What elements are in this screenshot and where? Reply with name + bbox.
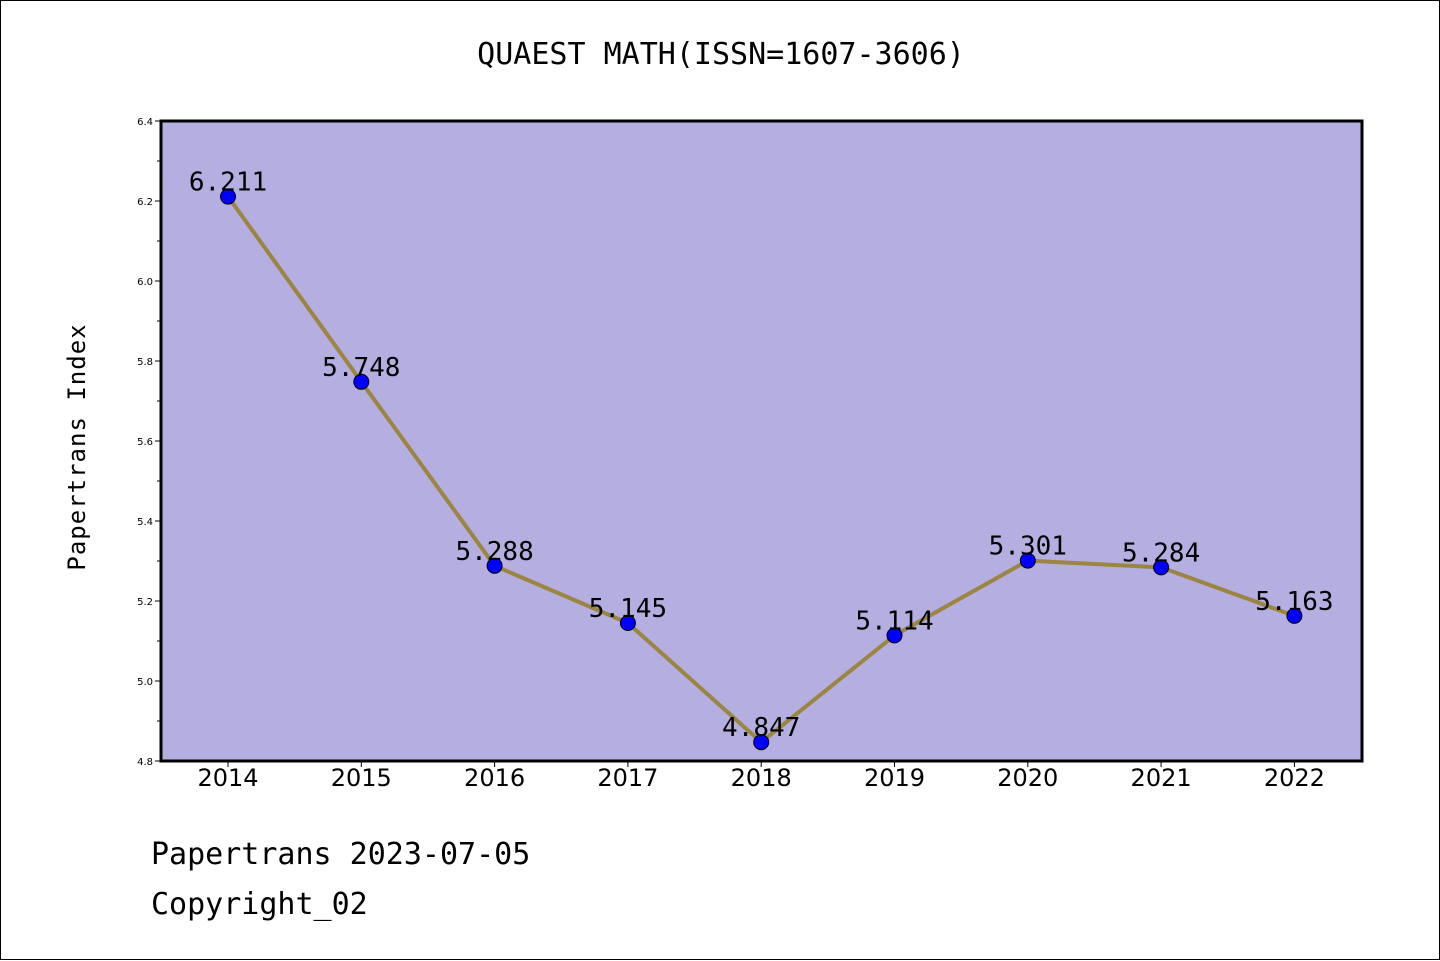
x-tick-label: 2017 — [597, 764, 658, 792]
data-label: 5.114 — [855, 606, 933, 636]
data-label: 4.847 — [722, 713, 800, 743]
x-tick-label: 2014 — [197, 764, 258, 792]
x-tick-label: 2022 — [1264, 764, 1325, 792]
chart-title: QUAEST MATH(ISSN=1607-3606) — [477, 37, 965, 72]
data-label: 6.211 — [189, 168, 267, 198]
y-tick-label: 4.8 — [137, 757, 153, 768]
x-tick-label: 2015 — [331, 764, 392, 792]
x-tick-label: 2021 — [1131, 764, 1192, 792]
plot-area — [161, 121, 1362, 761]
data-label: 5.301 — [989, 532, 1067, 562]
y-tick-label: 6.4 — [137, 117, 153, 128]
footer-copyright: Copyright_02 — [151, 887, 368, 922]
plot-border — [159, 119, 1364, 763]
data-label: 5.288 — [455, 537, 533, 567]
x-tick-label: 2016 — [464, 764, 525, 792]
data-point — [486, 557, 503, 574]
data-label: 5.163 — [1255, 587, 1333, 617]
y-tick-label: 5.0 — [137, 677, 153, 688]
y-tick-label: 6.0 — [137, 277, 153, 288]
data-labels: 6.211 5.748 5.288 5.145 4.847 5.114 5.301 5.284… — [189, 168, 1334, 744]
y-axis-ticks: 4.8 5.0 5.2 5.4 5.6 5.8 6.0 6.2 6.4 — [137, 117, 161, 768]
x-axis-ticks: 2014 2015 2016 2017 2018 2019 2020 2021 2022 — [197, 761, 1325, 792]
data-label: 5.748 — [322, 353, 400, 383]
y-tick-label: 5.8 — [137, 357, 153, 368]
data-point — [353, 373, 370, 390]
y-tick-label: 5.4 — [137, 517, 153, 528]
data-point — [753, 734, 770, 751]
footer-date: Papertrans 2023-07-05 — [151, 837, 531, 872]
data-points — [220, 188, 1303, 751]
y-tick-label: 6.2 — [137, 197, 153, 208]
data-label: 5.145 — [589, 594, 667, 624]
data-point — [220, 188, 236, 205]
data-point — [1019, 552, 1036, 569]
x-tick-label: 2019 — [864, 764, 925, 792]
data-point — [619, 615, 636, 631]
x-tick-label: 2020 — [997, 764, 1058, 792]
data-point — [1153, 559, 1170, 576]
data-point — [886, 627, 903, 644]
y-tick-label: 5.2 — [137, 597, 153, 608]
data-point — [1286, 607, 1303, 624]
y-tick-label: 5.6 — [137, 437, 153, 448]
data-label: 5.284 — [1122, 538, 1200, 568]
x-tick-label: 2018 — [731, 764, 792, 792]
